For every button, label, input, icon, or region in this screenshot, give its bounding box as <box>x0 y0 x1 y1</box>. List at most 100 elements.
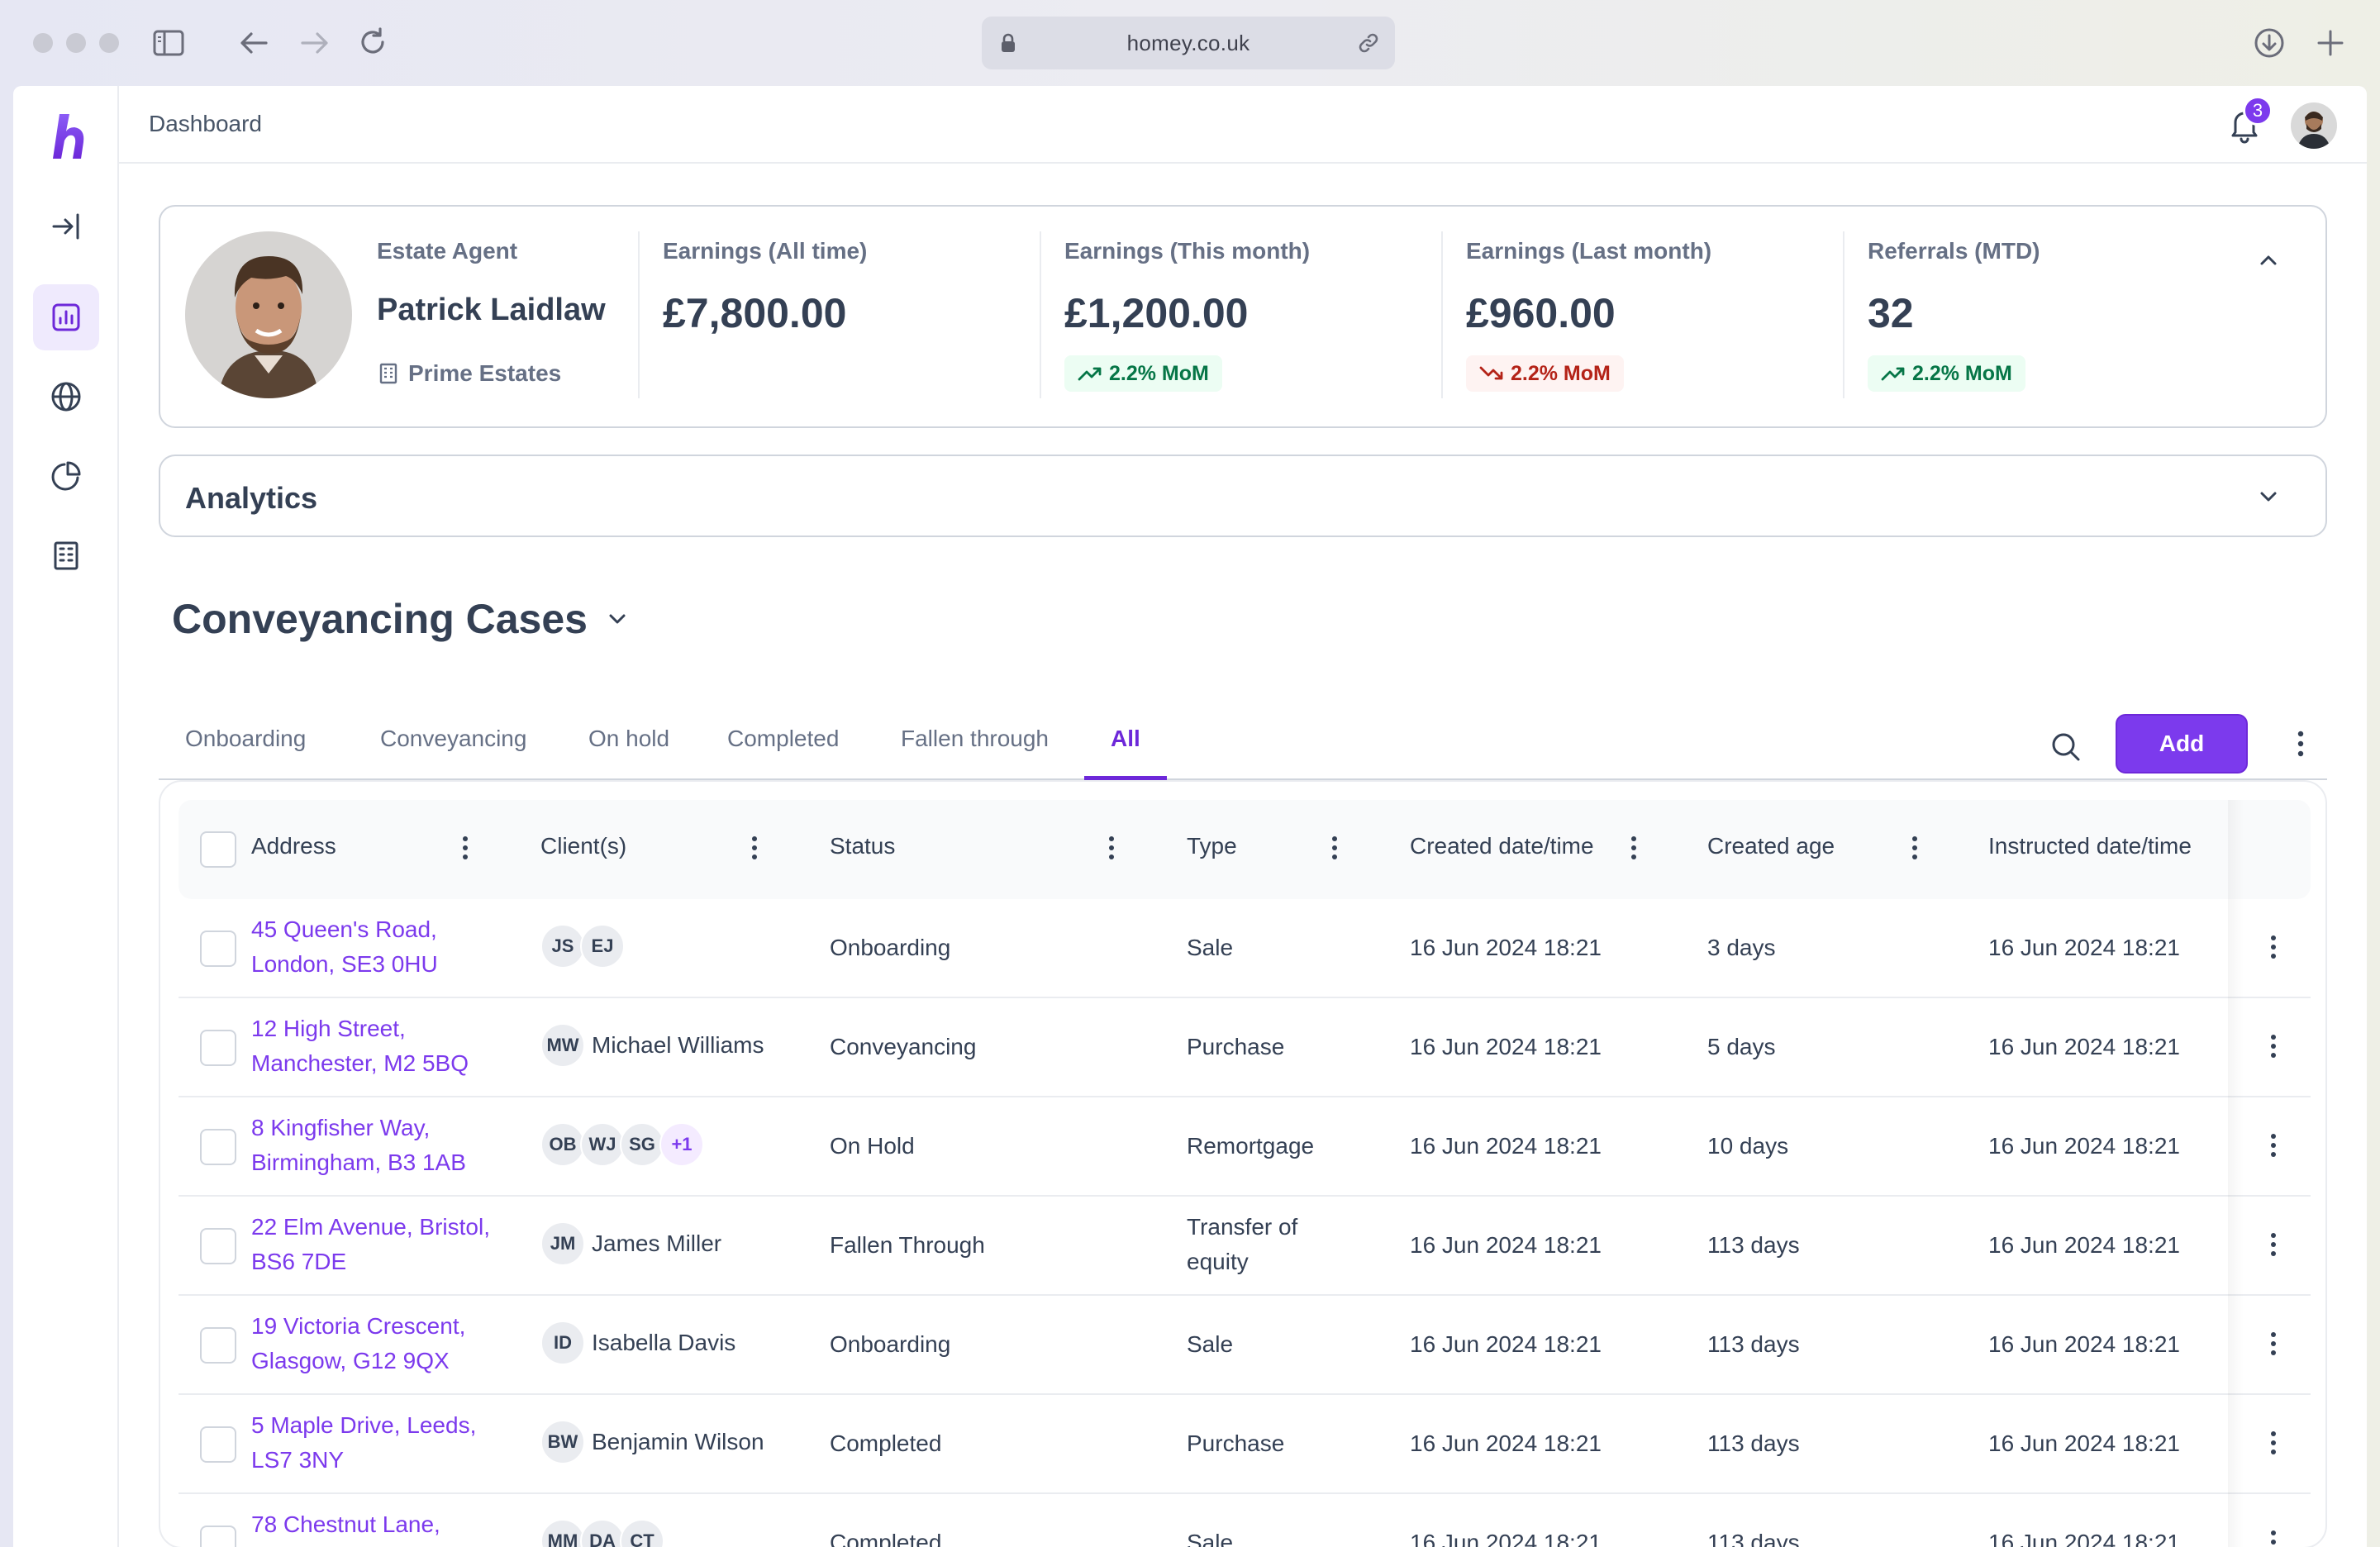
chevron-down-icon[interactable] <box>2256 484 2281 509</box>
client-avatars[interactable]: JS EJ <box>540 924 625 969</box>
client-avatars[interactable]: OB WJ SG +1 <box>540 1122 704 1167</box>
row-checkbox[interactable] <box>200 1030 236 1066</box>
table-row[interactable]: 22 Elm Avenue, Bristol, BS6 7DE JM James Mi… <box>178 1197 2311 1296</box>
tab-conveyancing[interactable]: Conveyancing <box>380 726 527 751</box>
table-row[interactable]: 12 High Street, Manchester, M2 5BQ MW Micha… <box>178 998 2311 1097</box>
client-initials-avatar[interactable]: BW <box>540 1420 585 1464</box>
pie-chart-icon[interactable] <box>33 443 99 509</box>
forward-icon[interactable] <box>299 28 331 58</box>
user-avatar[interactable] <box>2291 102 2337 149</box>
dashboard-icon[interactable] <box>33 284 99 350</box>
table-row[interactable]: 5 Maple Drive, Leeds, LS7 3NY BW Benjamin W… <box>178 1395 2311 1494</box>
address-bar[interactable]: homey.co.uk <box>982 17 1395 69</box>
tab-fallen-through[interactable]: Fallen through <box>901 726 1050 751</box>
column-menu-icon[interactable] <box>750 835 759 861</box>
sidebar-toggle-icon[interactable] <box>152 28 185 58</box>
client-initials-avatar[interactable]: JM <box>540 1221 585 1266</box>
client-avatars[interactable]: JM James Miller <box>540 1221 721 1266</box>
table-row[interactable]: 78 Chestnut Lane,Edinburgh, EH2 4JP MMDAC… <box>178 1494 2311 1547</box>
building-icon[interactable] <box>33 522 99 588</box>
table-header: Address Client(s) Status Type Created da… <box>178 800 2311 899</box>
column-header-created-age[interactable]: Created age <box>1707 833 1835 859</box>
column-header-created-date[interactable]: Created date/time <box>1410 833 1594 859</box>
address-link[interactable]: 78 Chestnut Lane, Edinburgh, EH2 4JP <box>251 1507 461 1547</box>
address-link[interactable]: 5 Maple Drive, Leeds, LS7 3NY <box>251 1408 476 1478</box>
column-header-instructed-date[interactable]: Instructed date/time <box>1988 833 2192 859</box>
status-cell: Conveyancing <box>830 1034 977 1059</box>
row-menu-icon[interactable] <box>2269 1529 2278 1547</box>
new-tab-icon[interactable] <box>2316 28 2345 58</box>
client-initials-avatar[interactable]: SG <box>620 1122 664 1167</box>
address-link[interactable]: 45 Queen's Road, London, SE3 0HU <box>251 912 438 982</box>
client-initials-avatar[interactable]: WJ <box>580 1122 625 1167</box>
address-link[interactable]: 19 Victoria Crescent, Glasgow, G12 9QX <box>251 1309 465 1378</box>
client-avatars[interactable]: MM DA CT <box>540 1519 664 1547</box>
created-date-cell: 16 Jun 2024 18:21 <box>1410 935 1602 960</box>
client-initials-avatar[interactable]: JS <box>540 924 585 969</box>
section-title[interactable]: Conveyancing Cases <box>172 595 631 643</box>
chevron-up-icon[interactable] <box>2256 248 2281 273</box>
row-checkbox[interactable] <box>200 1327 236 1364</box>
client-avatars[interactable]: BW Benjamin Wilson <box>540 1420 764 1464</box>
client-initials-avatar[interactable]: EJ <box>580 924 625 969</box>
minimize-window-button[interactable] <box>66 33 86 53</box>
row-checkbox[interactable] <box>200 1129 236 1165</box>
logo-icon[interactable] <box>33 104 99 170</box>
client-initials-avatar[interactable]: CT <box>620 1519 664 1547</box>
tab-on-hold[interactable]: On hold <box>588 726 670 751</box>
table-row[interactable]: 19 Victoria Crescent, Glasgow, G12 9QX ID I… <box>178 1296 2311 1395</box>
column-menu-icon[interactable] <box>461 835 469 861</box>
table-row[interactable]: 8 Kingfisher Way, Birmingham, B3 1AB OB WJ S… <box>178 1097 2311 1197</box>
column-menu-icon[interactable] <box>1630 835 1638 861</box>
more-options-icon[interactable] <box>2296 729 2306 759</box>
download-icon[interactable] <box>2253 26 2286 60</box>
column-menu-icon[interactable] <box>1107 835 1116 861</box>
column-header-type[interactable]: Type <box>1187 833 1237 859</box>
column-menu-icon[interactable] <box>1911 835 1919 861</box>
address-link[interactable]: 8 Kingfisher Way, Birmingham, B3 1AB <box>251 1111 466 1180</box>
row-menu-icon[interactable] <box>2269 1231 2278 1258</box>
copy-link-icon[interactable] <box>1357 31 1380 55</box>
row-menu-icon[interactable] <box>2269 1430 2278 1456</box>
client-initials-avatar[interactable]: +1 <box>659 1122 704 1167</box>
divider <box>1040 231 1041 398</box>
address-link[interactable]: 22 Elm Avenue, Bristol, BS6 7DE <box>251 1210 490 1279</box>
client-initials-avatar[interactable]: MM <box>540 1519 585 1547</box>
reload-icon[interactable] <box>357 26 388 58</box>
table-row[interactable]: 45 Queen's Road, London, SE3 0HU JS EJ Onboa… <box>178 899 2311 998</box>
address-link[interactable]: 12 High Street, Manchester, M2 5BQ <box>251 1011 469 1081</box>
zoom-window-button[interactable] <box>99 33 119 53</box>
search-icon[interactable] <box>2049 731 2082 764</box>
close-window-button[interactable] <box>33 33 53 53</box>
add-button[interactable]: Add <box>2116 714 2248 774</box>
back-icon[interactable] <box>238 28 269 58</box>
column-header-status[interactable]: Status <box>830 833 896 859</box>
client-initials-avatar[interactable]: ID <box>540 1321 585 1365</box>
column-menu-icon[interactable] <box>1330 835 1339 861</box>
row-checkbox[interactable] <box>200 1426 236 1463</box>
client-avatars[interactable]: ID Isabella Davis <box>540 1321 735 1365</box>
client-initials-avatar[interactable]: OB <box>540 1122 585 1167</box>
analytics-panel[interactable]: Analytics <box>159 455 2327 537</box>
row-checkbox[interactable] <box>200 931 236 967</box>
client-initials-avatar[interactable]: MW <box>540 1023 585 1068</box>
expand-sidebar-icon[interactable] <box>33 193 99 259</box>
row-checkbox[interactable] <box>200 1228 236 1264</box>
tab-onboarding[interactable]: Onboarding <box>185 726 307 751</box>
column-header-address[interactable]: Address <box>251 833 336 859</box>
tab-completed[interactable]: Completed <box>727 726 840 751</box>
row-menu-icon[interactable] <box>2269 1033 2278 1059</box>
client-initials-avatar[interactable]: DA <box>580 1519 625 1547</box>
column-header-clients[interactable]: Client(s) <box>540 833 627 859</box>
row-menu-icon[interactable] <box>2269 1330 2278 1357</box>
globe-icon[interactable] <box>33 364 99 430</box>
select-all-checkbox[interactable] <box>200 831 236 868</box>
created-date-cell: 16 Jun 2024 18:21 <box>1410 1133 1602 1159</box>
breadcrumb[interactable]: Dashboard <box>149 111 262 136</box>
client-avatars[interactable]: MW Michael Williams <box>540 1023 764 1068</box>
chevron-down-icon[interactable] <box>604 606 631 632</box>
row-checkbox[interactable] <box>200 1526 236 1547</box>
row-menu-icon[interactable] <box>2269 934 2278 960</box>
row-menu-icon[interactable] <box>2269 1132 2278 1159</box>
tab-all[interactable]: All <box>1084 714 1167 780</box>
